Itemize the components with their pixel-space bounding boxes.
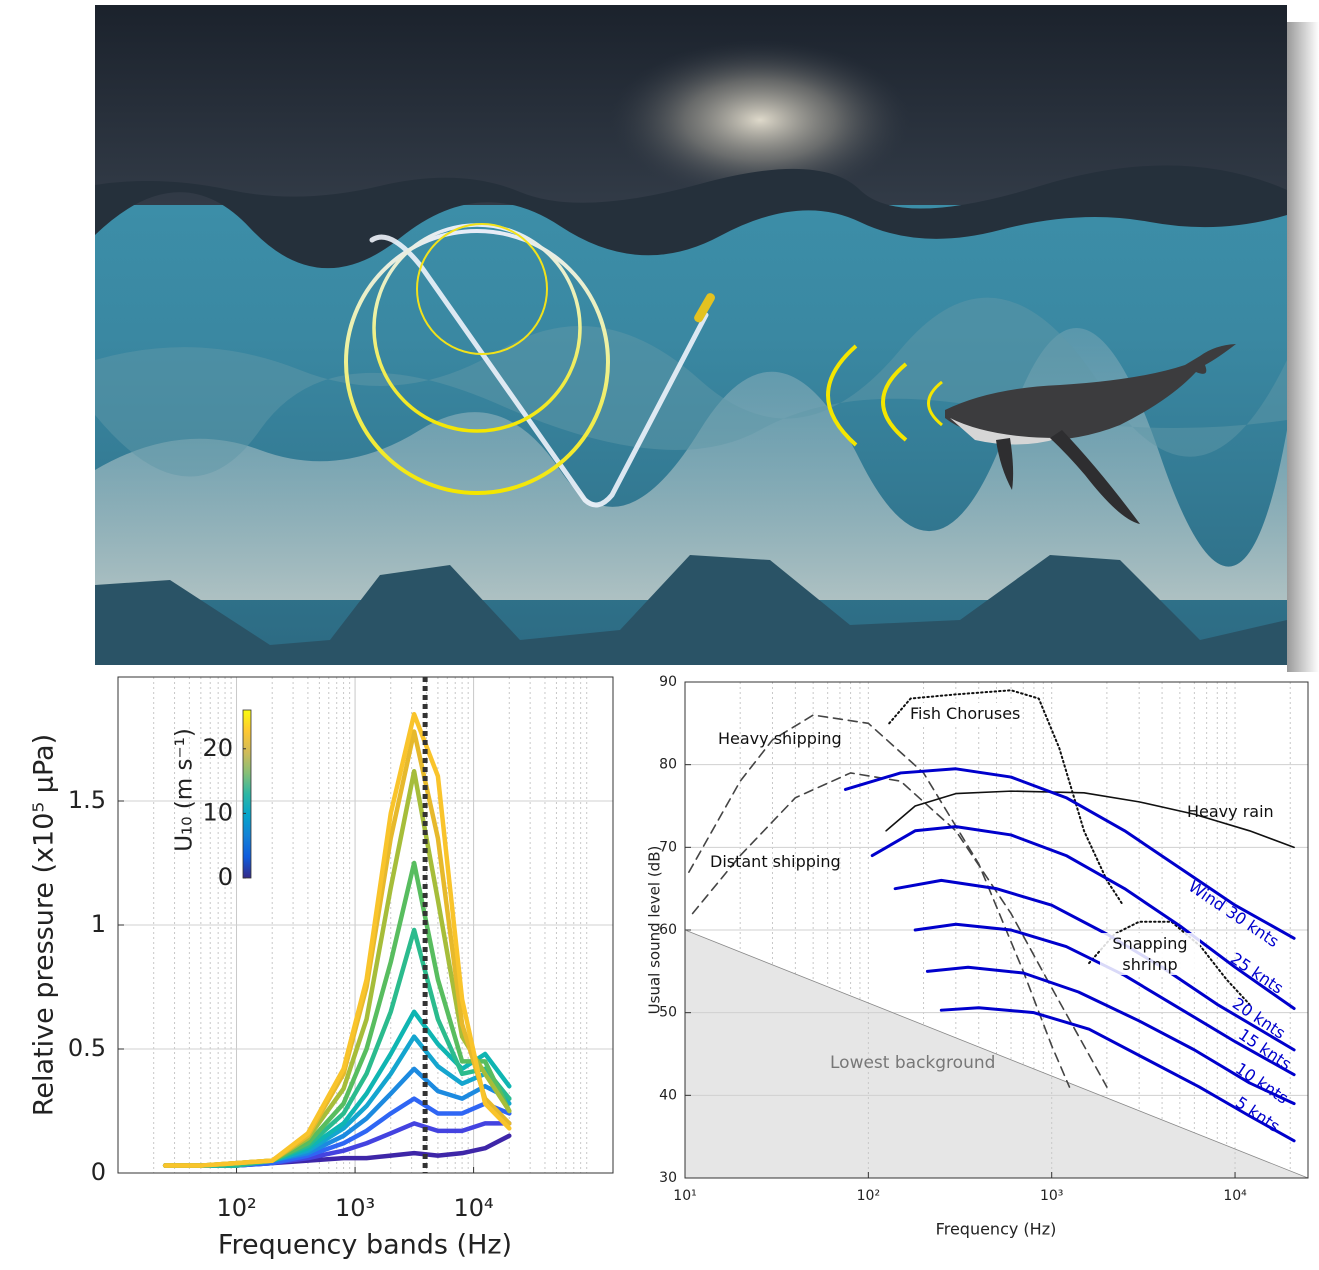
series-annotation: Distant shipping bbox=[710, 851, 841, 873]
y-tick-label: 0 bbox=[91, 1158, 106, 1186]
y-tick-label: 30 bbox=[659, 1170, 677, 1186]
colorbar-tick-label: 10 bbox=[202, 798, 233, 826]
colorbar bbox=[243, 710, 251, 878]
figure: 10² 10³ 10⁴ 0 0.5 1 1.5 Relative pressure (x10⁵… bbox=[0, 0, 1319, 1266]
y-tick-label: 90 bbox=[659, 674, 677, 690]
colorbar-tick-label: 0 bbox=[218, 863, 233, 891]
chart: 10² 10³ 10⁴ 0 0.5 1 1.5 Relative pressure (x10⁵… bbox=[29, 677, 614, 1261]
x-tick-label: 10² bbox=[857, 1188, 880, 1204]
x-tick-label: 10³ bbox=[335, 1194, 375, 1222]
y-tick-label: 1 bbox=[91, 910, 106, 938]
x-axis-label: Frequency (Hz) bbox=[936, 1220, 1057, 1239]
series-annotation: Fish Choruses bbox=[908, 703, 1022, 725]
x-axis-label: Frequency bands (Hz) bbox=[218, 1230, 512, 1261]
x-tick-label: 10³ bbox=[1040, 1188, 1063, 1204]
frame-shadow bbox=[1287, 22, 1319, 672]
y-axis-label: Usual sound level (dB) bbox=[646, 846, 664, 1015]
series-annotation: Heavy shipping bbox=[718, 728, 842, 750]
series-annotation: Lowest background bbox=[830, 1052, 995, 1074]
y-tick-label: 40 bbox=[659, 1087, 677, 1103]
colorbar-label: U₁₀ (m s⁻¹) bbox=[172, 728, 198, 852]
series-annotation: Heavy rain bbox=[1187, 801, 1274, 823]
page: 10² 10³ 10⁴ 0 0.5 1 1.5 Relative pressure (x10⁵… bbox=[0, 0, 1319, 1266]
series-annotation: Snapping shrimp bbox=[1100, 933, 1200, 975]
colorbar-tick-label: 20 bbox=[202, 734, 233, 762]
y-tick-label: 80 bbox=[659, 757, 677, 773]
y-tick-label: 1.5 bbox=[68, 786, 106, 814]
x-tick-label: 10⁴ bbox=[1223, 1188, 1247, 1204]
illustration bbox=[95, 5, 1319, 672]
y-tick-label: 0.5 bbox=[68, 1034, 106, 1062]
x-tick-label: 10¹ bbox=[673, 1188, 696, 1204]
x-tick-label: 10⁴ bbox=[454, 1194, 494, 1222]
x-tick-label: 10² bbox=[216, 1194, 256, 1222]
y-axis-label: Relative pressure (x10⁵ μPa) bbox=[29, 734, 60, 1116]
